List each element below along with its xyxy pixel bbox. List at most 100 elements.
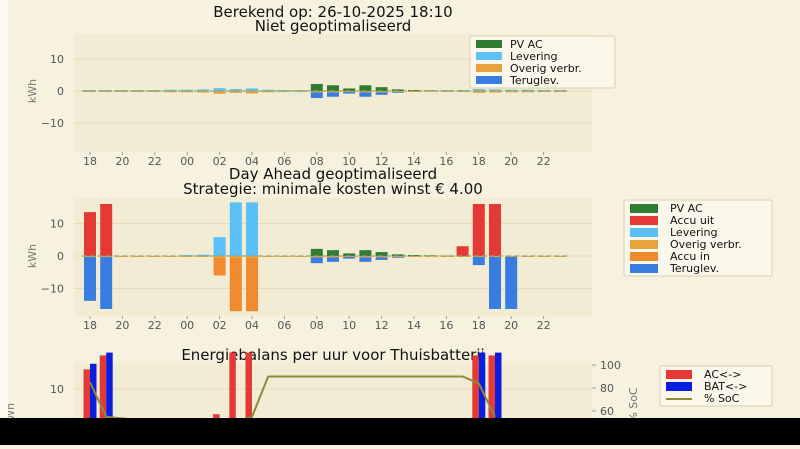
chart2-xtick-label: 04 (245, 319, 259, 332)
chart2-bar-levering (213, 237, 226, 256)
chart3-bar-bat (90, 363, 97, 445)
chart2-subtitle: Strategie: minimale kosten winst € 4.00 (183, 180, 483, 198)
chart3-y2label: % SoC (627, 387, 640, 423)
chart1-bar-overig (197, 91, 210, 93)
chart2-bar-teruglev (343, 256, 356, 259)
chart3-bar-ac (245, 352, 252, 445)
chart1-bar-levering (229, 89, 242, 91)
chart3-legend-label: % SoC (704, 392, 740, 405)
chart1-bar-levering (489, 89, 501, 91)
chart2-bar-overig (505, 256, 518, 257)
chart1-bar-levering (197, 89, 210, 91)
chart3-legend-swatch (666, 370, 692, 379)
chart3-plot-area (74, 363, 592, 420)
chart1-bar-overig (521, 91, 534, 93)
chart2-bar-accu_in (246, 257, 258, 312)
chart2-bar-accu_uit (489, 204, 501, 256)
chart3-bar-ac (229, 352, 236, 445)
chart3-y2tick-label: 80 (600, 382, 614, 395)
chart2-ytick-label: 10 (50, 218, 64, 231)
chart1-xtick-label: 16 (439, 155, 453, 168)
chart2-bar-overig (553, 256, 566, 257)
chart3-bar-ac (472, 355, 479, 445)
chart1-legend-swatch (476, 52, 502, 60)
left-edge-strip (0, 0, 8, 445)
chart2-bar-accu_in (229, 257, 242, 312)
chart2-legend-swatch (630, 240, 658, 249)
chart1-bar-teruglev (375, 92, 388, 95)
chart2-bar-overig (521, 256, 534, 257)
chart1-bar-pv_ac (391, 89, 404, 91)
chart1-legend-label: Levering (510, 50, 558, 63)
chart2-bar-teruglev (505, 256, 518, 309)
chart1-xtick-label: 06 (277, 155, 291, 168)
chart3-legend-label: BAT<-> (704, 380, 747, 393)
chart2-legend-label: Accu in (670, 250, 710, 263)
chart1-ylabel: kWh (26, 79, 39, 103)
chart1-bar-overig (489, 91, 501, 93)
chart2-bar-accu_in (213, 257, 226, 276)
chart1-bar-levering (505, 89, 518, 91)
chart2-bar-overig (213, 256, 226, 258)
chart1-bar-pv_ac (327, 85, 339, 91)
chart2-bar-teruglev (359, 257, 372, 262)
chart3-bar-bat (106, 352, 113, 445)
chart2-bar-pv_ac (310, 248, 323, 256)
chart3-y2tick-label: 100 (600, 359, 621, 372)
chart1-legend (469, 35, 616, 89)
chart1-bar-overig (229, 91, 242, 93)
chart2-bar-overig (229, 256, 242, 258)
chart2-bar-pv_ac (343, 253, 356, 256)
chart1-xtick-label: 10 (342, 155, 356, 168)
chart2-bar-levering (246, 202, 258, 256)
chart2-ylabel: kWh (26, 244, 39, 268)
chart2-xtick-label: 10 (342, 319, 356, 332)
chart1-bar-levering (553, 90, 566, 91)
chart2-legend-label: Teruglev. (669, 262, 719, 275)
chart3-bar-ac (488, 355, 495, 445)
chart2-legend-swatch (630, 264, 658, 273)
chart2-xtick-label: 18 (83, 319, 97, 332)
chart2-xtick-label: 06 (277, 319, 291, 332)
chart1-xtick-label: 02 (213, 155, 227, 168)
chart1-bar-overig (472, 91, 485, 93)
chart2-ytick-label: −10 (41, 283, 64, 296)
chart1-xtick-label: 08 (310, 155, 324, 168)
chart1-legend-label: PV AC (510, 38, 543, 51)
chart1-bar-overig (553, 91, 566, 92)
chart1-bar-teruglev (327, 92, 339, 97)
chart1-xtick-label: 00 (180, 155, 194, 168)
chart1-bar-overig (246, 91, 258, 94)
chart3-bar-ac (83, 369, 90, 445)
chart2-legend-swatch (630, 228, 658, 237)
chart1-xtick-label: 22 (537, 155, 551, 168)
chart2-bar-teruglev (375, 257, 388, 260)
chart2-legend-label: PV AC (670, 202, 703, 215)
chart1-bar-pv_ac (375, 87, 388, 91)
chart1-bar-teruglev (391, 91, 404, 93)
chart2-bar-overig (246, 256, 258, 258)
chart2-bar-pv_ac (327, 250, 339, 256)
chart1-bar-teruglev (343, 91, 356, 94)
chart1-bar-levering (537, 90, 550, 91)
chart1-ytick-label: 0 (57, 85, 64, 98)
chart1-ytick-label: 10 (50, 53, 64, 66)
chart1-bar-levering (521, 89, 534, 91)
chart2-xtick-label: 14 (407, 319, 421, 332)
chart3-y2tick-label: 60 (600, 405, 614, 418)
chart3-bar-bat (478, 352, 486, 445)
chart2-xtick-label: 16 (439, 319, 453, 332)
chart1-xtick-label: 04 (245, 155, 259, 168)
chart1-bar-pv_ac (343, 88, 356, 91)
chart2-bar-teruglev (489, 256, 501, 309)
calculated-at-title: Berekend op: 26-10-2025 18:10 (213, 3, 452, 21)
chart1-xtick-label: 12 (375, 155, 389, 168)
chart1-legend-label: Overig verbr. (510, 62, 582, 75)
chart2-legend-swatch (630, 204, 658, 213)
chart1-legend-swatch (476, 64, 502, 72)
chart2-bar-accu_uit (84, 212, 96, 256)
chart1-legend-label: Teruglev. (509, 74, 559, 87)
chart2-ytick-label: 0 (57, 250, 64, 263)
bottom-black-bar (0, 418, 800, 445)
chart2-xtick-label: 08 (310, 319, 324, 332)
